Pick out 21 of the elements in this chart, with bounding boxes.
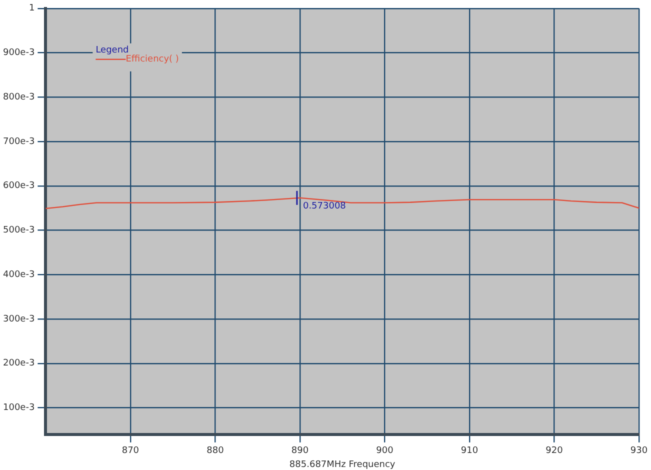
y-tick-label: 300e-3: [2, 314, 35, 324]
x-tick-label: 870: [122, 446, 140, 456]
x-tick-label: 920: [546, 446, 564, 456]
x-tick-label: 880: [206, 446, 224, 456]
x-axis-title: 885.687MHz Frequency: [289, 460, 396, 470]
y-tick-label: 800e-3: [2, 92, 35, 102]
x-tick-label: 930: [630, 446, 648, 456]
y-tick-label: 100e-3: [2, 403, 35, 414]
x-tick-label: 900: [376, 446, 394, 456]
legend-label: Efficiency( ): [126, 54, 179, 65]
x-tick-label: 890: [291, 446, 309, 456]
y-tick-label: 200e-3: [2, 358, 35, 369]
y-tick-label: 500e-3: [2, 226, 35, 236]
y-tick-label: 900e-3: [2, 48, 35, 58]
y-tick-label: 1: [28, 4, 35, 14]
y-tick-label: 600e-3: [2, 181, 35, 192]
legend-title: Legend: [96, 46, 129, 56]
x-tick-label: 910: [460, 446, 478, 456]
annotation: 0.573008: [302, 202, 346, 212]
y-tick-label: 700e-3: [2, 136, 35, 147]
y-tick-label: 400e-3: [2, 270, 35, 280]
